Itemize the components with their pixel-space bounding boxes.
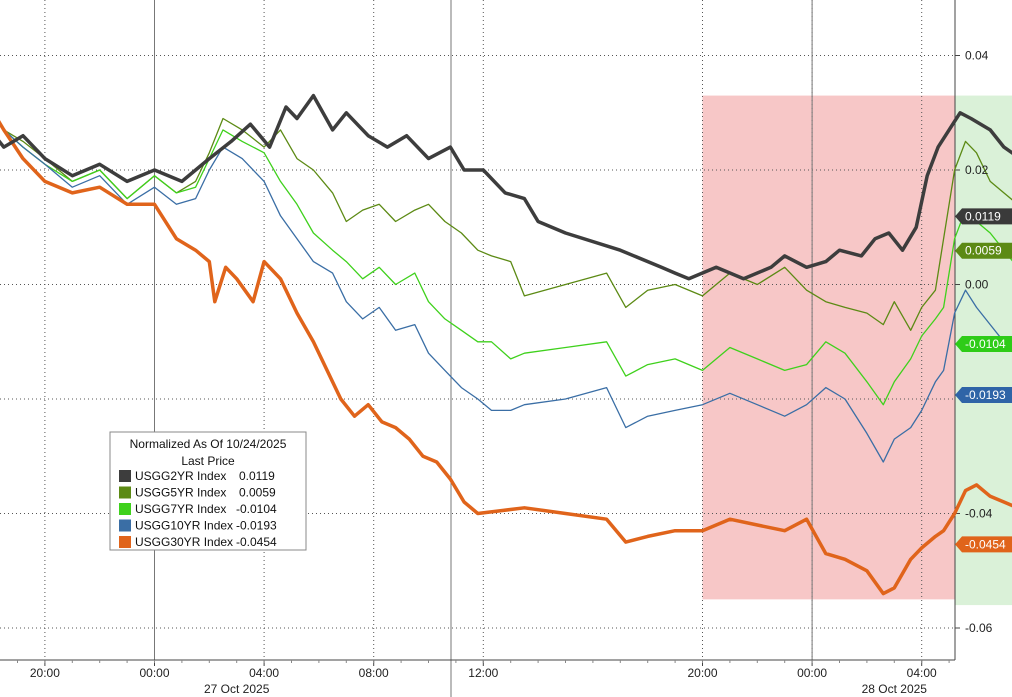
tag-shape [955, 336, 1012, 353]
x-date-label: 28 Oct 2025 [862, 682, 928, 696]
last-value-tags: 0.0119 0.0059 -0.0104 -0.0193 -0.0454 [955, 208, 1012, 553]
x-tick-label: 12:00 [468, 666, 498, 680]
legend-series-name: USGG7YR Index [135, 502, 226, 516]
legend-series-name: USGG30YR Index [135, 535, 233, 549]
series-line-usgg2yr-index [0, 93, 1012, 281]
legend-series-value: -0.0193 [236, 519, 277, 533]
legend-swatch [119, 519, 131, 532]
legend-swatch [119, 470, 131, 482]
axes [0, 0, 960, 666]
legend-title: Normalized As Of 10/24/2025 [130, 437, 287, 451]
last-value-tag: 0.0059 [955, 242, 1012, 259]
legend-swatch [119, 503, 131, 515]
y-tick-label: 0.04 [965, 49, 989, 63]
tag-value: 0.0059 [965, 244, 1002, 258]
y-tick-label: -0.04 [965, 507, 993, 521]
last-value-tag: 0.0119 [955, 208, 1012, 225]
x-tick-label: 20:00 [687, 666, 717, 680]
x-tick-label: 20:00 [30, 666, 60, 680]
legend-item: USGG10YR Index -0.0193 [119, 519, 277, 533]
legend-swatch [119, 486, 131, 499]
x-tick-label: 04:00 [907, 666, 937, 680]
x-tick-label: 00:00 [139, 666, 169, 680]
tag-value: 0.0119 [965, 209, 1001, 223]
last-value-tag: -0.0193 [955, 386, 1012, 403]
x-tick-label: 08:00 [359, 666, 389, 680]
legend-series-name: USGG2YR Index [135, 469, 226, 483]
legend-item: USGG2YR Index 0.0119 [119, 469, 275, 483]
x-tick-label: 00:00 [797, 666, 827, 680]
tag-shape [955, 208, 1012, 225]
legend-series-name: USGG5YR Index [135, 486, 226, 500]
x-date-label: 27 Oct 2025 [204, 682, 270, 696]
highlight-red-zone [702, 95, 955, 600]
legend-item: USGG5YR Index 0.0059 [119, 486, 276, 500]
legend-item: USGG7YR Index -0.0104 [119, 502, 277, 516]
tag-shape [955, 536, 1012, 553]
last-value-tag: -0.0104 [955, 336, 1012, 353]
legend-box [109, 431, 307, 551]
last-value-tag: -0.0454 [955, 536, 1012, 553]
legend-series-value: -0.0104 [236, 502, 277, 516]
y-tick-label: 0.00 [965, 278, 989, 292]
legend-subtitle: Last Price [181, 454, 235, 468]
legend-series-value: 0.0119 [239, 469, 275, 483]
legend-series-value: 0.0059 [239, 486, 276, 500]
tag-value: -0.0193 [965, 388, 1006, 402]
legend-swatch [119, 536, 131, 548]
y-tick-label: 0.02 [965, 163, 989, 177]
y-axis-labels: 0.04 0.02 0.00 -0.04 -0.06 [965, 49, 993, 636]
legend: Normalized As Of 10/24/2025 Last Price U… [109, 431, 307, 551]
tag-shape [955, 386, 1012, 403]
y-tick-label: -0.06 [965, 621, 993, 635]
tag-value: -0.0454 [965, 537, 1006, 551]
x-tick-label: 04:00 [249, 666, 279, 680]
series-line-usgg30yr-index [0, 120, 1012, 596]
highlight-zones [702, 95, 1012, 606]
legend-item: USGG30YR Index -0.0454 [119, 535, 277, 549]
tag-value: -0.0104 [965, 337, 1006, 351]
legend-series-value: -0.0454 [236, 535, 277, 549]
x-axis-labels: 20:00 00:00 04:00 08:00 12:00 20:00 00:00 04:00… [30, 666, 937, 696]
legend-series-name: USGG10YR Index [135, 519, 233, 533]
tag-shape [955, 242, 1012, 259]
